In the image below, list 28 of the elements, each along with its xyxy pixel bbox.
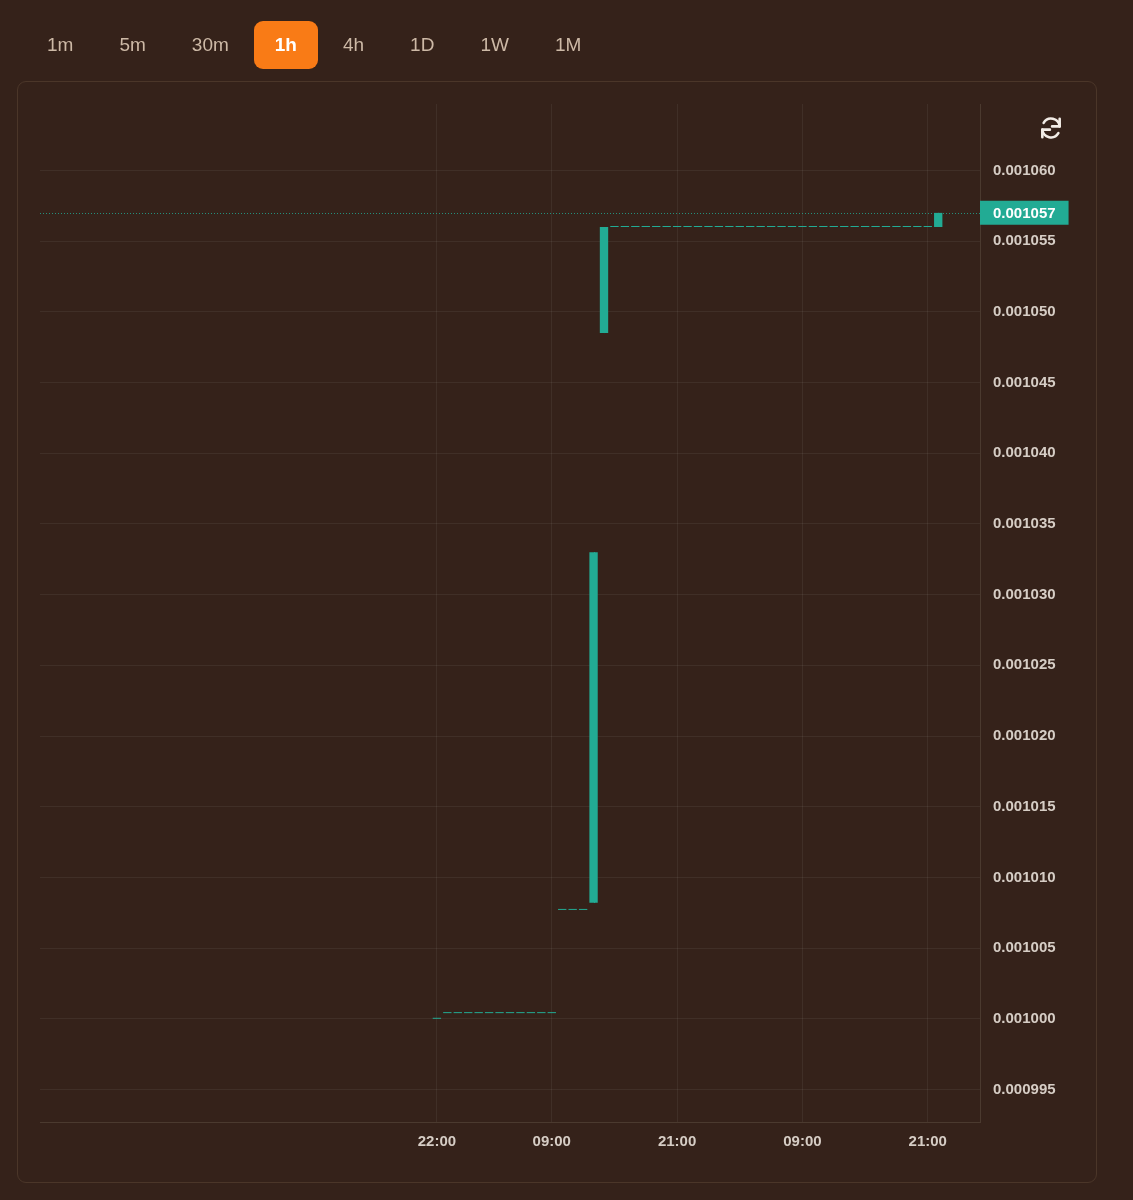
- ref-line-label: 0.001057: [993, 204, 1056, 222]
- text: 5m: [119, 34, 146, 55]
- text: 1W: [480, 34, 509, 55]
- x-tick-label: 21:00: [908, 1132, 947, 1150]
- y-tick-label: 0.001010: [993, 867, 1056, 885]
- y-tick-label: 0.001060: [993, 160, 1056, 178]
- text: 4h: [342, 34, 365, 55]
- y-tick-label: 0.001030: [993, 584, 1056, 602]
- x-tick-label: 09:00: [783, 1132, 822, 1150]
- y-tick-label: 0.001015: [993, 796, 1056, 814]
- text: 30m: [191, 34, 229, 55]
- y-tick-label: 0.001050: [993, 301, 1056, 319]
- x-tick-label: 09:00: [532, 1132, 571, 1150]
- text: 1M: [554, 34, 582, 55]
- y-tick-label: 0.001040: [993, 443, 1056, 461]
- y-tick-label: 0.001020: [993, 726, 1056, 744]
- text: 1m: [47, 34, 74, 55]
- x-tick-label: 21:00: [657, 1132, 697, 1150]
- x-tick-label: 22:00: [417, 1132, 457, 1150]
- y-tick-label: 0.001005: [993, 938, 1056, 956]
- text: 1D: [410, 34, 435, 55]
- y-tick-label: 0.001045: [993, 372, 1056, 390]
- selected-tab: 1h: [253, 21, 318, 69]
- y-tick-label: 0.001055: [993, 231, 1056, 249]
- y-tick-label: 0.001025: [993, 655, 1056, 673]
- y-tick-label: 0.000995: [993, 1079, 1056, 1097]
- y-tick-label: 0.001035: [993, 514, 1056, 532]
- y-tick-label: 0.001000: [993, 1008, 1056, 1026]
